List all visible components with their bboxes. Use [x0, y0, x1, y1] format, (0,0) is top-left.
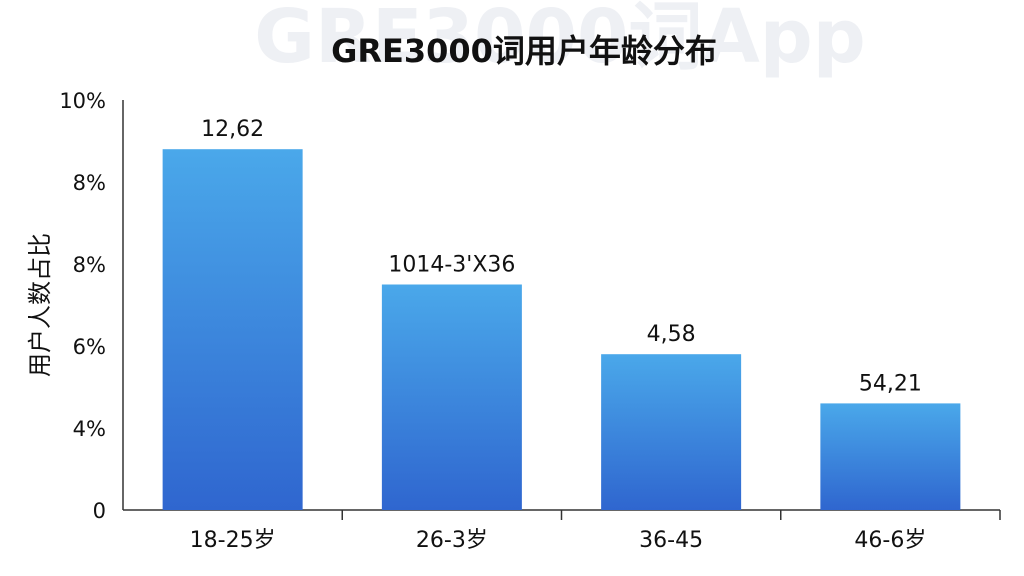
x-axis-ticks: [341, 510, 1001, 520]
data-labels: 12,62 1014-3'X36 4,58 54,21: [201, 117, 922, 396]
y-axis-ticks: 0 4% 6% 8% 8% 10%: [59, 89, 106, 523]
y-tick-label: 4%: [73, 417, 106, 441]
data-label: 4,58: [647, 322, 696, 347]
category-labels: 18-25岁 26-3岁 36-45 46-6岁: [190, 528, 927, 553]
bar: [162, 149, 303, 510]
bar: [601, 354, 742, 510]
y-tick-label: 10%: [59, 89, 106, 113]
bar: [381, 284, 522, 510]
y-tick-label: 8%: [73, 253, 106, 277]
bar: [820, 403, 961, 510]
data-label: 54,21: [859, 371, 922, 396]
data-label: 1014-3'X36: [388, 253, 515, 278]
watermark: GRE3000词App: [254, 0, 865, 80]
category-label: 26-3岁: [416, 528, 488, 553]
y-axis-label: 用户人数占比: [26, 233, 54, 377]
chart-title: GRE3000词用户年龄分布: [331, 32, 717, 70]
data-label: 12,62: [201, 117, 264, 142]
y-tick-label: 0: [93, 499, 106, 523]
category-label: 46-6岁: [854, 528, 926, 553]
y-tick-label: 6%: [73, 335, 106, 359]
bars: [162, 149, 961, 510]
category-label: 36-45: [639, 528, 703, 553]
category-label: 18-25岁: [190, 528, 276, 553]
y-tick-label: 8%: [73, 171, 106, 195]
